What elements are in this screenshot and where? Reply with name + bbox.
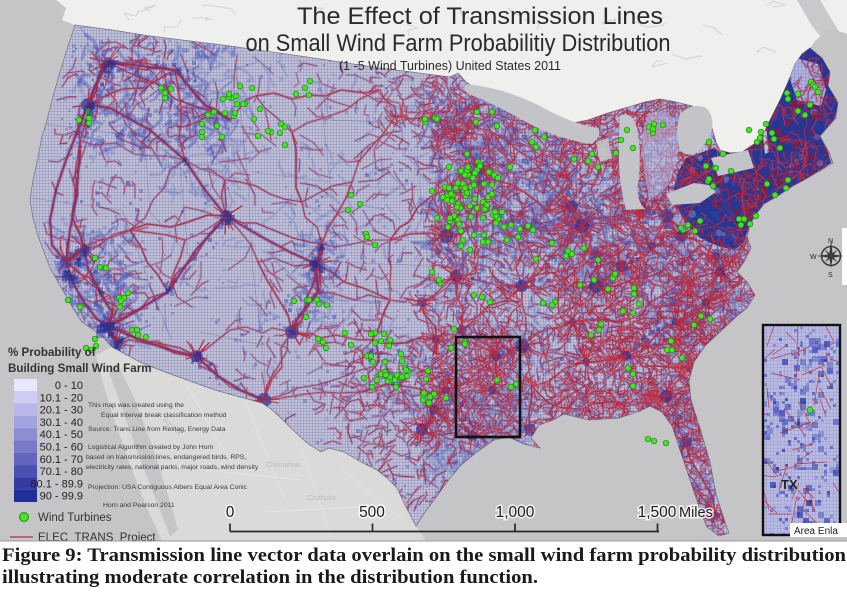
svg-text:1,500: 1,500 bbox=[638, 504, 677, 521]
svg-text:(1 -5 Wind Turbines) United St: (1 -5 Wind Turbines) United States 2011 bbox=[339, 58, 561, 73]
svg-text:90 - 99.9: 90 - 99.9 bbox=[40, 491, 83, 503]
svg-text:S: S bbox=[828, 272, 833, 279]
svg-text:The Effect of Transmission Lin: The Effect of Transmission Lines bbox=[297, 3, 663, 30]
svg-text:N: N bbox=[828, 238, 833, 245]
svg-text:Area Enla: Area Enla bbox=[794, 526, 838, 537]
svg-text:W: W bbox=[810, 254, 817, 261]
svg-text:500: 500 bbox=[359, 504, 385, 521]
svg-text:Figure 9: Transmission line ve: Figure 9: Transmission line vector data … bbox=[2, 546, 847, 566]
svg-text:Coahuila: Coahuila bbox=[308, 495, 336, 502]
svg-text:% Probability of: % Probability of bbox=[8, 346, 96, 359]
svg-text:70.1 - 80: 70.1 - 80 bbox=[40, 466, 83, 478]
svg-text:Building Small Wind Farm: Building Small Wind Farm bbox=[8, 362, 152, 375]
svg-text:Projection: USA Contiguous Alb: Projection: USA Contiguous Albers Equal … bbox=[88, 484, 248, 491]
svg-text:1,000: 1,000 bbox=[496, 504, 535, 521]
svg-text:50.1 - 60: 50.1 - 60 bbox=[40, 442, 83, 454]
svg-text:Logistical Algorithm created b: Logistical Algorithm created by John Hor… bbox=[88, 444, 214, 451]
svg-text:40.1 - 50: 40.1 - 50 bbox=[40, 429, 83, 441]
svg-text:0 - 10: 0 - 10 bbox=[55, 380, 83, 392]
svg-text:Wind Turbines: Wind Turbines bbox=[38, 512, 112, 524]
svg-text:on Small Wind Farm Probabiliti: on Small Wind Farm Probabilitiy Distribu… bbox=[246, 30, 671, 57]
svg-text:20.1 - 30: 20.1 - 30 bbox=[40, 405, 83, 417]
svg-text:based on transmission lines, e: based on transmission lines, endangered … bbox=[86, 454, 246, 461]
svg-text:electricity rates, national pa: electricity rates, national parks, major… bbox=[86, 464, 259, 471]
svg-text:10.1 - 20: 10.1 - 20 bbox=[40, 392, 83, 404]
svg-text:30.1 - 40: 30.1 - 40 bbox=[40, 417, 83, 429]
svg-text:1,500: 1,500 bbox=[638, 504, 677, 521]
svg-text:0: 0 bbox=[226, 504, 235, 521]
svg-text:80.1 - 89.9: 80.1 - 89.9 bbox=[30, 478, 83, 490]
svg-text:illustrating moderate correlat: illustrating moderate correlation in the… bbox=[2, 568, 538, 588]
svg-text:500: 500 bbox=[359, 504, 385, 521]
svg-text:1,000: 1,000 bbox=[496, 504, 535, 521]
svg-text:Horn and Pearson 2011: Horn and Pearson 2011 bbox=[103, 502, 175, 509]
svg-text:Chihuahua: Chihuahua bbox=[266, 462, 300, 469]
svg-text:0: 0 bbox=[226, 504, 235, 521]
svg-text:60.1 - 70: 60.1 - 70 bbox=[40, 454, 83, 466]
svg-text:Equal Interval break classific: Equal Interval break classification meth… bbox=[101, 412, 227, 419]
svg-text:This map was created using the: This map was created using the bbox=[88, 402, 184, 409]
svg-text:Source: Trans Line from Rextag: Source: Trans Line from Rextag, Energy D… bbox=[88, 426, 226, 433]
svg-text:Miles: Miles bbox=[679, 505, 713, 521]
svg-text:Miles: Miles bbox=[679, 505, 713, 521]
svg-text:TX: TX bbox=[781, 477, 798, 492]
